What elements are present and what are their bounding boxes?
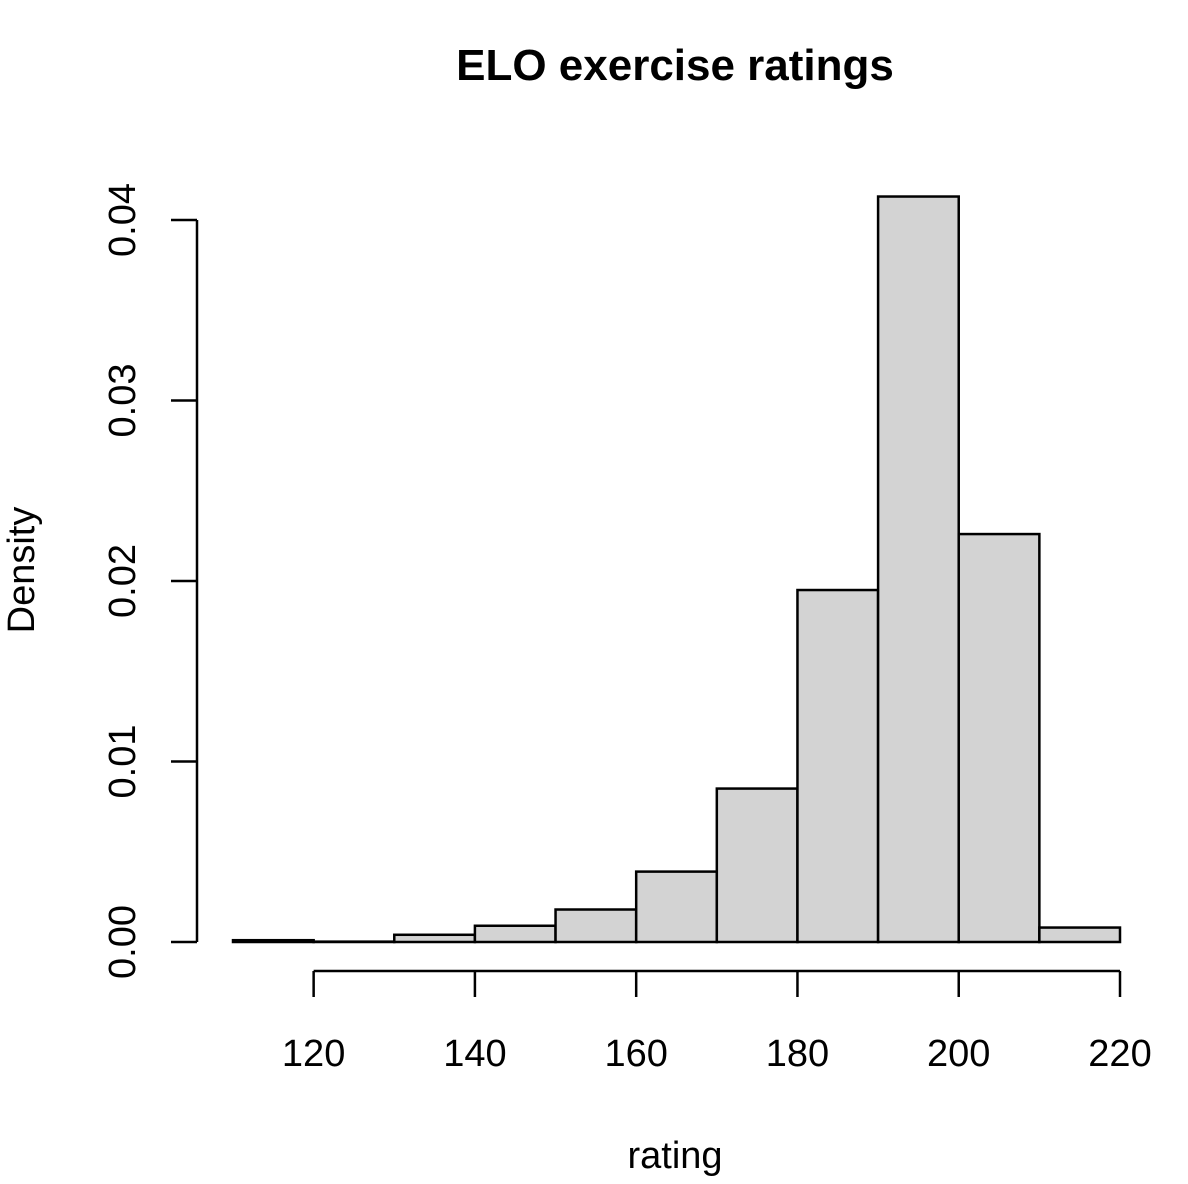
chart-title: ELO exercise ratings	[456, 41, 894, 90]
histogram-bar	[957, 532, 1041, 944]
y-tick-label: 0.01	[102, 725, 144, 799]
y-tick-label: 0.02	[102, 544, 144, 618]
x-tick-label: 180	[766, 1033, 829, 1075]
histogram-bar	[554, 908, 638, 944]
x-tick-label: 160	[604, 1033, 667, 1075]
histogram-bar	[876, 195, 960, 944]
bars-group	[231, 195, 1122, 944]
y-tick-label: 0.04	[102, 183, 144, 257]
y-axis-label: Density	[1, 507, 43, 634]
histogram-bar	[393, 933, 477, 944]
x-axis: 120 140 160 180 200 220	[282, 969, 1152, 1075]
histogram-bar	[231, 938, 315, 944]
histogram-bar	[634, 870, 719, 944]
x-tick-label: 200	[927, 1033, 990, 1075]
y-axis: 0.00 0.01 0.02 0.03 0.04	[102, 183, 199, 979]
x-tick-label: 120	[282, 1033, 345, 1075]
x-axis-label: rating	[627, 1135, 722, 1177]
y-tick-label: 0.00	[102, 905, 144, 979]
y-tick-label: 0.03	[102, 364, 144, 438]
histogram-bar	[1038, 926, 1122, 944]
histogram-bar	[473, 924, 557, 944]
x-tick-label: 220	[1088, 1033, 1151, 1075]
histogram-bar	[796, 588, 880, 944]
histogram-bar	[715, 787, 799, 944]
x-tick-label: 140	[443, 1033, 506, 1075]
